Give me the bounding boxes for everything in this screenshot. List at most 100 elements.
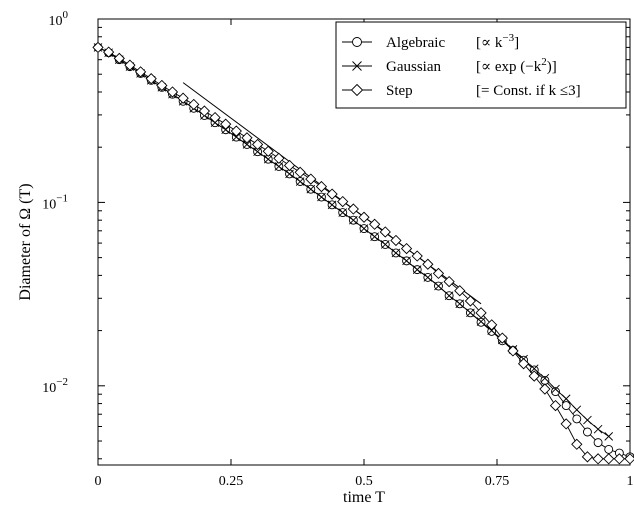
data-point-diamond <box>432 267 445 280</box>
data-point-cross <box>391 248 401 258</box>
data-point-diamond <box>337 195 349 208</box>
data-point-diamond <box>603 453 615 465</box>
data-point-cross <box>476 317 486 326</box>
data-point-cross <box>327 200 337 210</box>
series-line <box>97 46 630 460</box>
x-tick-label: 0.75 <box>485 474 510 489</box>
data-point-cross <box>370 232 379 242</box>
data-point-diamond <box>517 358 530 370</box>
data-point-diamond <box>156 79 168 92</box>
data-point-cross <box>412 265 422 274</box>
data-point-diamond <box>103 46 115 58</box>
data-point-cross <box>444 291 454 301</box>
data-point-circle <box>572 414 582 424</box>
data-point-diamond <box>124 59 136 71</box>
data-point-cross <box>434 281 443 291</box>
data-point-cross <box>306 184 316 194</box>
data-point-cross <box>529 364 539 373</box>
data-point-circle <box>551 387 560 397</box>
x-tick-label: 0 <box>95 474 102 489</box>
data-point-diamond <box>209 111 221 124</box>
data-point-diamond <box>315 180 328 193</box>
data-point-diamond <box>369 218 381 230</box>
data-point-cross <box>593 424 603 434</box>
data-point-diamond <box>454 285 466 297</box>
series-step <box>92 41 634 465</box>
data-point-diamond <box>613 453 625 465</box>
legend-label: Gaussian <box>386 59 441 75</box>
data-point-diamond <box>262 145 274 157</box>
data-point-cross <box>466 308 475 318</box>
data-point-cross <box>572 405 582 415</box>
data-point-diamond <box>294 166 306 178</box>
data-point-diamond <box>475 307 487 319</box>
data-point-diamond <box>549 399 562 412</box>
data-point-cross <box>604 432 614 441</box>
data-point-diamond <box>443 275 455 288</box>
x-tick-label: 0.25 <box>219 474 244 489</box>
data-point-cross <box>242 140 252 149</box>
data-point-circle <box>593 438 603 448</box>
data-point-diamond <box>230 125 242 137</box>
data-point-cross <box>359 224 369 233</box>
x-axis-title: time T <box>343 489 385 506</box>
data-point-circle <box>582 427 592 437</box>
data-point-diamond <box>400 242 413 255</box>
data-point-cross <box>423 273 433 282</box>
data-point-diamond <box>358 211 370 223</box>
data-point-diamond <box>241 132 253 144</box>
data-point-diamond <box>539 383 551 395</box>
legend-note: [∝ exp (−k2)] <box>476 56 557 75</box>
data-point-circle <box>561 401 571 411</box>
data-point-diamond <box>113 52 125 65</box>
legend: Algebraic [∝ k−3]Gaussian [∝ exp (−k2)]Ste… <box>335 21 627 109</box>
data-point-cross <box>402 256 411 266</box>
data-point-diamond <box>464 295 477 307</box>
data-point-cross <box>285 169 294 179</box>
legend-note: [= Const. if k ≤3] <box>476 83 581 99</box>
y-axis-title: Diameter of Ω (T) <box>17 183 34 300</box>
y-tick-label: 10−2 <box>42 376 68 396</box>
data-point-diamond <box>283 159 296 172</box>
data-point-diamond <box>571 438 583 450</box>
data-point-cross <box>253 147 262 157</box>
data-point-cross <box>263 154 273 164</box>
data-point-diamond <box>486 319 498 331</box>
data-point-cross <box>583 415 592 425</box>
data-point-diamond <box>251 138 264 151</box>
x-tick-label: 1 <box>627 474 634 489</box>
y-tick-label: 10−1 <box>42 192 68 212</box>
series-line <box>97 47 631 458</box>
data-point-cross <box>274 162 284 171</box>
legend-label: Step <box>386 83 413 99</box>
data-point-cross <box>232 132 241 142</box>
data-point-diamond <box>496 332 508 344</box>
data-point-diamond <box>198 105 211 117</box>
data-point-diamond <box>592 453 604 465</box>
data-point-diamond <box>581 451 594 463</box>
series-layer <box>92 41 634 465</box>
data-point-cross <box>380 240 390 249</box>
data-point-diamond <box>422 258 434 270</box>
data-point-diamond <box>507 345 519 357</box>
data-point-cross <box>455 299 465 309</box>
data-point-diamond <box>177 92 189 104</box>
data-point-circle <box>604 444 614 454</box>
data-point-diamond <box>390 234 402 247</box>
data-point-cross <box>295 177 305 186</box>
data-point-cross <box>352 61 362 71</box>
legend-label: Algebraic <box>386 35 445 51</box>
data-point-diamond <box>220 118 232 130</box>
data-point-cross <box>540 373 550 383</box>
data-point-diamond <box>273 152 285 164</box>
x-tick-label: 0.5 <box>355 474 373 489</box>
y-tick-label: 100 <box>49 9 69 29</box>
data-point-diamond <box>326 188 338 200</box>
data-point-diamond <box>560 418 572 430</box>
data-point-cross <box>338 208 348 217</box>
data-point-diamond <box>92 41 104 54</box>
data-point-diamond <box>305 173 317 185</box>
data-point-diamond <box>347 203 359 215</box>
data-point-diamond <box>134 66 147 78</box>
